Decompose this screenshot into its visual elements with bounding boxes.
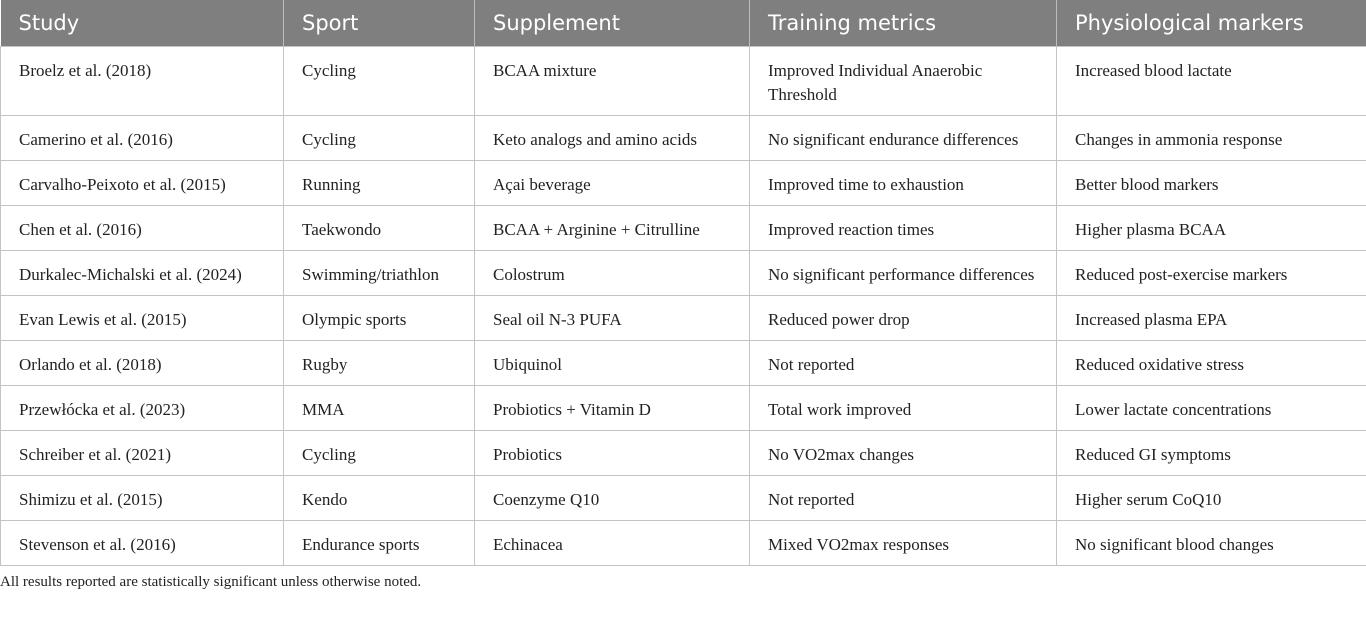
table-cell: Broelz et al. (2018) <box>0 46 284 116</box>
table-cell: BCAA mixture <box>474 46 750 116</box>
table-cell: Rugby <box>283 340 475 386</box>
table-cell: Probiotics <box>474 430 750 476</box>
column-header: Training metrics <box>749 0 1057 47</box>
table-row: Stevenson et al. (2016) Endurance sports E… <box>0 520 1366 566</box>
table-cell: Durkalec-Michalski et al. (2024) <box>0 250 284 296</box>
table-cell: Cycling <box>283 115 475 161</box>
table-cell: Running <box>283 160 475 206</box>
table-cell: MMA <box>283 385 475 431</box>
column-header: Study <box>0 0 284 47</box>
table-cell: Total work improved <box>749 385 1057 431</box>
table-cell: No significant performance differences <box>749 250 1057 296</box>
table-cell: Better blood markers <box>1056 160 1366 206</box>
table-cell: Schreiber et al. (2021) <box>0 430 284 476</box>
table-cell: No significant blood changes <box>1056 520 1366 566</box>
table-cell: Higher serum CoQ10 <box>1056 475 1366 521</box>
table-cell: Coenzyme Q10 <box>474 475 750 521</box>
table-cell: Shimizu et al. (2015) <box>0 475 284 521</box>
table-cell: Seal oil N-3 PUFA <box>474 295 750 341</box>
table-cell: Reduced power drop <box>749 295 1057 341</box>
table-row: Przewłócka et al. (2023) MMA Probiotics + … <box>0 385 1366 431</box>
table-cell: Ubiquinol <box>474 340 750 386</box>
data-table: Study Sport Supplement Training metrics Phys… <box>0 0 1366 566</box>
table-row: Broelz et al. (2018) Cycling BCAA mixture I… <box>0 46 1366 116</box>
header-row: Study Sport Supplement Training metrics Phys… <box>0 0 1366 47</box>
table-row: Shimizu et al. (2015) Kendo Coenzyme Q10 No… <box>0 475 1366 521</box>
table-cell: Not reported <box>749 340 1057 386</box>
table-head: Study Sport Supplement Training metrics Phys… <box>0 0 1366 47</box>
table-cell: Not reported <box>749 475 1057 521</box>
table-cell: Higher plasma BCAA <box>1056 205 1366 251</box>
column-header: Physiological markers <box>1056 0 1366 47</box>
table-row: Evan Lewis et al. (2015) Olympic sports Se… <box>0 295 1366 341</box>
table-body: Broelz et al. (2018) Cycling BCAA mixture I… <box>0 46 1366 566</box>
footnote: All results reported are statistically s… <box>0 574 422 590</box>
table-cell: Camerino et al. (2016) <box>0 115 284 161</box>
table-row: Chen et al. (2016) Taekwondo BCAA + Argini… <box>0 205 1366 251</box>
table-cell: Improved Individual Anaerobic Threshold <box>749 46 1057 116</box>
table-cell: Olympic sports <box>283 295 475 341</box>
table-row: Camerino et al. (2016) Cycling Keto analog… <box>0 115 1366 161</box>
table-cell: BCAA + Arginine + Citrulline <box>474 205 750 251</box>
table-row: Schreiber et al. (2021) Cycling Probiotics… <box>0 430 1366 476</box>
table-cell: Stevenson et al. (2016) <box>0 520 284 566</box>
table-cell: No significant endurance differences <box>749 115 1057 161</box>
table-cell: Lower lactate concentrations <box>1056 385 1366 431</box>
table-cell: Reduced GI symptoms <box>1056 430 1366 476</box>
table-row: Durkalec-Michalski et al. (2024) Swimming… <box>0 250 1366 296</box>
table-cell: Cycling <box>283 430 475 476</box>
table-cell: Keto analogs and amino acids <box>474 115 750 161</box>
table-cell: Evan Lewis et al. (2015) <box>0 295 284 341</box>
table-cell: Colostrum <box>474 250 750 296</box>
table-cell: Mixed VO2max responses <box>749 520 1057 566</box>
column-header: Sport <box>283 0 475 47</box>
table-cell: Reduced post-exercise markers <box>1056 250 1366 296</box>
table-cell: Açai beverage <box>474 160 750 206</box>
table-cell: Improved reaction times <box>749 205 1057 251</box>
table-cell: Cycling <box>283 46 475 116</box>
table-cell: No VO2max changes <box>749 430 1057 476</box>
table-cell: Improved time to exhaustion <box>749 160 1057 206</box>
table-cell: Probiotics + Vitamin D <box>474 385 750 431</box>
table-cell: Przewłócka et al. (2023) <box>0 385 284 431</box>
table-cell: Taekwondo <box>283 205 475 251</box>
table-cell: Chen et al. (2016) <box>0 205 284 251</box>
table-cell: Increased plasma EPA <box>1056 295 1366 341</box>
table-cell: Swimming/triathlon <box>283 250 475 296</box>
table-cell: Orlando et al. (2018) <box>0 340 284 386</box>
table-cell: Carvalho-Peixoto et al. (2015) <box>0 160 284 206</box>
table-row: Carvalho-Peixoto et al. (2015) Running Aça… <box>0 160 1366 206</box>
column-header: Supplement <box>474 0 750 47</box>
table-row: Orlando et al. (2018) Rugby Ubiquinol Not r… <box>0 340 1366 386</box>
table-cell: Echinacea <box>474 520 750 566</box>
table-cell: Changes in ammonia response <box>1056 115 1366 161</box>
table-cell: Kendo <box>283 475 475 521</box>
table-cell: Endurance sports <box>283 520 475 566</box>
table-cell: Reduced oxidative stress <box>1056 340 1366 386</box>
table-cell: Increased blood lactate <box>1056 46 1366 116</box>
